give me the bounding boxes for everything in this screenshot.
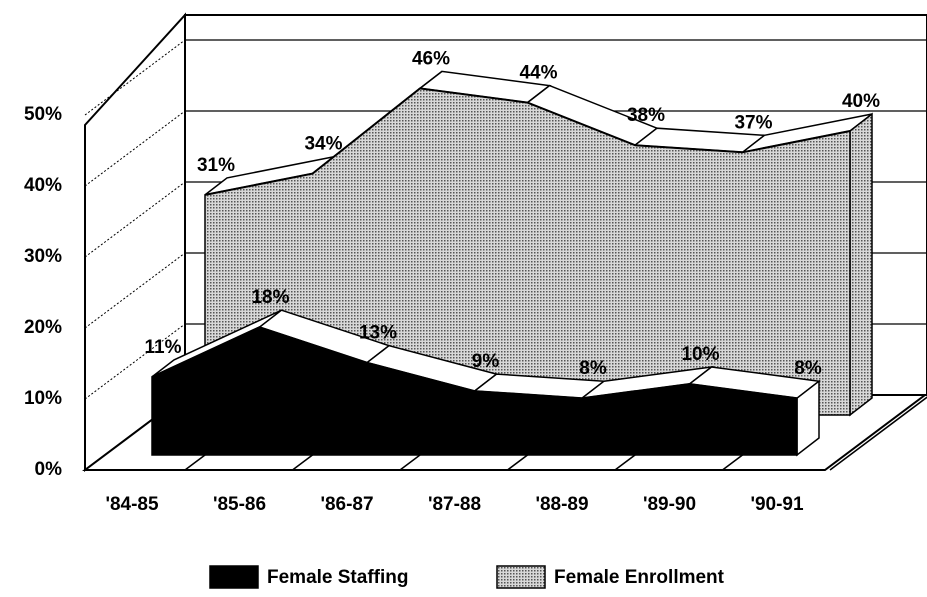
value-label: 46% bbox=[412, 48, 450, 69]
value-label: 11% bbox=[145, 337, 182, 358]
value-label: 37% bbox=[734, 112, 772, 133]
y-tick-label: 20% bbox=[24, 317, 62, 338]
value-label: 8% bbox=[579, 358, 607, 379]
y-tick-label: 10% bbox=[24, 388, 62, 409]
grid-line bbox=[84, 39, 186, 116]
x-tick-label: '88-89 bbox=[535, 494, 588, 515]
grid-line bbox=[84, 252, 186, 329]
value-label: 44% bbox=[519, 63, 557, 84]
x-tick-label: '85-86 bbox=[213, 494, 266, 515]
area-line bbox=[204, 87, 851, 196]
legend-label: Female Staffing bbox=[267, 567, 408, 588]
y-tick-label: 50% bbox=[24, 104, 62, 125]
x-tick-label: '87-88 bbox=[428, 494, 481, 515]
value-label: 9% bbox=[472, 351, 500, 372]
legend-swatch bbox=[209, 565, 259, 589]
value-label: 13% bbox=[359, 323, 397, 344]
area-side bbox=[849, 112, 873, 417]
value-label: 34% bbox=[304, 134, 342, 155]
value-label: 40% bbox=[842, 91, 880, 112]
value-label: 31% bbox=[197, 155, 235, 176]
y-tick-label: 0% bbox=[35, 459, 63, 480]
x-tick-label: '86-87 bbox=[320, 494, 373, 515]
floor-line bbox=[829, 396, 927, 471]
x-tick-label: '84-85 bbox=[105, 494, 159, 515]
grid-line bbox=[84, 110, 186, 187]
grid-line bbox=[84, 181, 186, 258]
value-label: 10% bbox=[681, 344, 719, 365]
legend-swatch bbox=[496, 565, 546, 589]
legend-label: Female Enrollment bbox=[554, 567, 725, 588]
grid-line bbox=[84, 323, 186, 400]
y-tick-label: 40% bbox=[24, 175, 62, 196]
area-line bbox=[151, 326, 798, 400]
plot: 0% 10% 20% 30% 40% 50% '84-85 '85-86 '86-87 '87-8… bbox=[24, 12, 927, 589]
value-label: 18% bbox=[251, 287, 289, 308]
value-label: 8% bbox=[794, 358, 822, 379]
value-label: 38% bbox=[627, 105, 665, 126]
x-tick-label: '89-90 bbox=[643, 494, 696, 515]
x-tick-label: '90-91 bbox=[750, 494, 804, 515]
y-tick-label: 30% bbox=[24, 246, 62, 267]
